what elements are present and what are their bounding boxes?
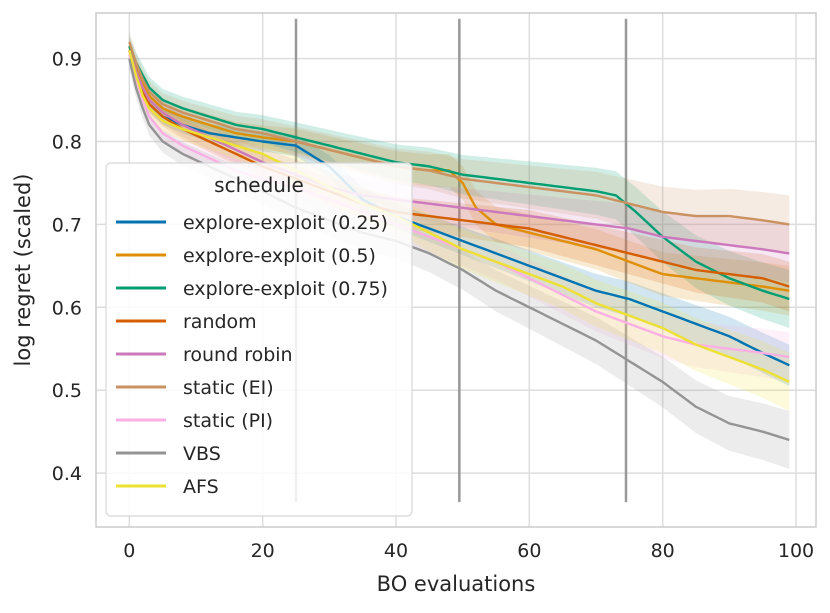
y-tick-label: 0.8: [52, 132, 82, 154]
series-line: [128, 45, 790, 292]
y-tick-label: 0.4: [52, 463, 82, 485]
confidence-band: [129, 41, 790, 312]
series-line: [128, 49, 790, 255]
y-tick-label: 0.7: [52, 214, 82, 236]
x-tick-label: 20: [251, 540, 275, 562]
legend-label: static (EI): [183, 377, 274, 399]
plot-area-border: [95, 12, 817, 528]
x-tick-label: 0: [123, 540, 135, 562]
y-tick-label: 0.5: [52, 380, 82, 402]
confidence-band: [129, 36, 790, 328]
y-tick-label: 0.6: [52, 297, 82, 319]
confidence-band: [129, 31, 790, 254]
legend-label: VBS: [183, 443, 221, 465]
series-line: [128, 41, 790, 226]
x-tick-label: 100: [778, 540, 814, 562]
x-tick-label: 40: [384, 540, 408, 562]
legend-label: explore-exploit (0.75): [183, 278, 388, 300]
confidence-band: [129, 40, 790, 283]
legend-title: schedule: [214, 173, 304, 197]
confidence-band: [129, 48, 790, 470]
tick-labels: 0 20 40 60 80 100 0.4 0.5 0.6 0.7 0.8 0.9: [52, 49, 814, 562]
confidence-band: [129, 37, 790, 316]
confidence-band: [129, 40, 790, 411]
legend-label: random: [183, 311, 257, 333]
legend-label: static (PI): [183, 410, 273, 432]
legend-label: explore-exploit (0.5): [183, 245, 376, 267]
series-line: [128, 49, 790, 367]
series-line: [128, 45, 790, 301]
legend-label: round robin: [183, 344, 293, 366]
series-line: [128, 49, 790, 383]
y-axis-label: log regret (scaled): [11, 174, 35, 367]
confidence-band: [129, 43, 790, 387]
legend-label: AFS: [183, 476, 219, 498]
y-tick-label: 0.9: [52, 49, 82, 71]
legend-entries: explore-exploit (0.25) explore-exploit (0…: [116, 212, 388, 498]
series-line: [128, 49, 790, 288]
x-tick-label: 80: [651, 540, 675, 562]
legend: schedule explore-exploit (0.25)explore-e…: [105, 162, 413, 517]
legend-box: [105, 162, 413, 517]
x-tick-label: 60: [517, 540, 541, 562]
legend-label: explore-exploit (0.25): [183, 212, 388, 234]
x-axis-label: BO evaluations: [377, 572, 536, 596]
